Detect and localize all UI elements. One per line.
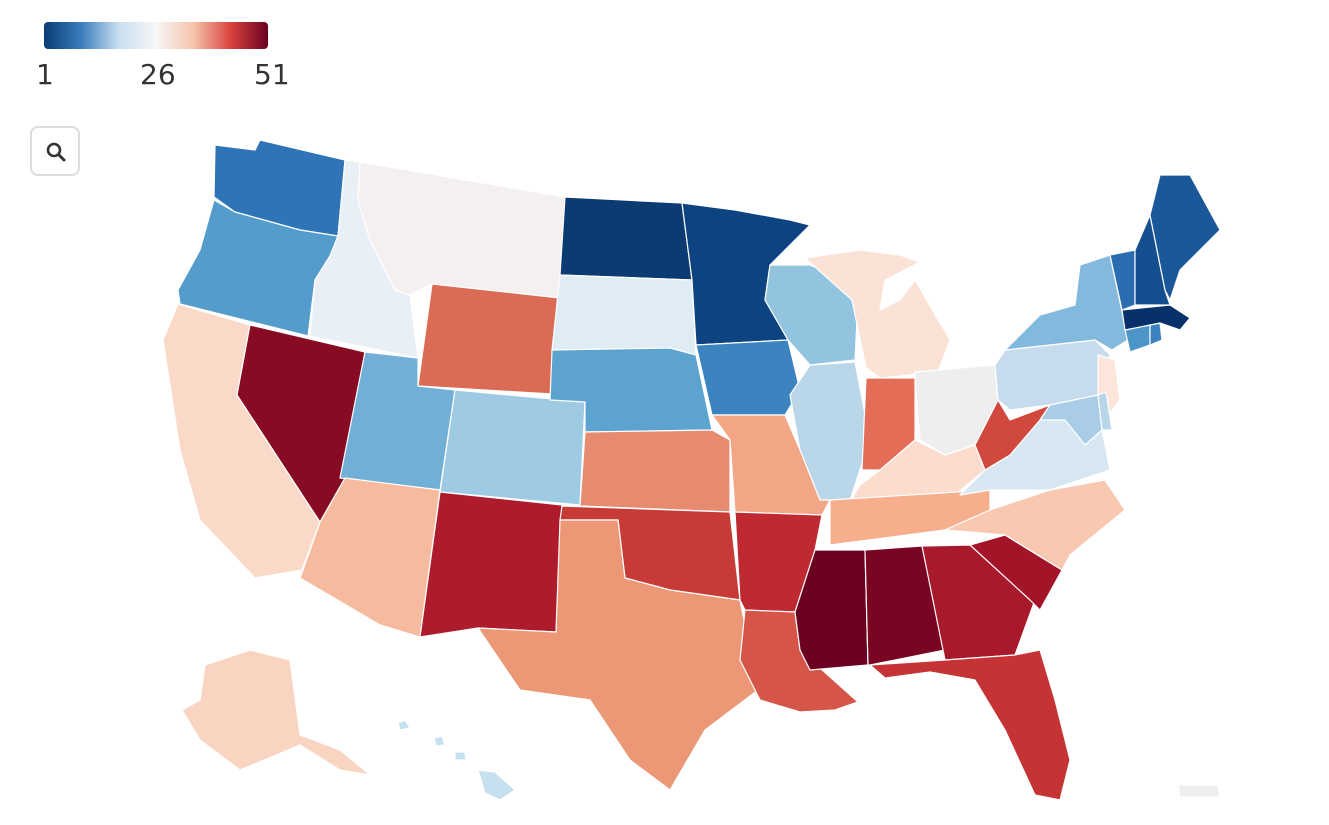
legend-max-label: 51 [254,58,290,86]
state-sd[interactable] [551,274,697,356]
state-tx[interactable] [477,519,759,791]
color-legend: 1 26 51 [0,0,320,96]
state-co[interactable] [439,389,586,506]
state-wy[interactable] [417,283,561,395]
state-nd[interactable] [559,196,693,281]
state-de[interactable] [1097,391,1113,431]
states-layer [162,139,1221,801]
state-me[interactable] [1149,174,1221,301]
legend-gradient-bar [44,22,268,49]
state-ri[interactable] [1149,322,1163,346]
state-fl[interactable] [869,649,1071,801]
state-hi[interactable] [397,719,516,801]
magnifier-icon [46,142,66,162]
state-ia[interactable] [695,339,801,416]
state-nh[interactable] [1134,214,1171,306]
state-ks[interactable] [579,429,731,513]
state-tn[interactable] [829,489,991,546]
state-al[interactable] [864,545,946,666]
state-nc[interactable] [944,479,1126,571]
state-pr[interactable] [1177,784,1221,798]
state-ny[interactable] [1004,254,1129,351]
state-sc[interactable] [969,534,1063,611]
state-ak[interactable] [181,649,371,776]
state-nm[interactable] [419,491,563,638]
legend-mid-label: 26 [140,58,176,86]
state-ga[interactable] [921,544,1036,661]
state-mi[interactable] [804,249,951,379]
legend-min-label: 1 [36,58,54,86]
state-mo[interactable] [711,414,831,516]
state-mt[interactable] [357,161,566,299]
search-button[interactable] [30,126,80,176]
